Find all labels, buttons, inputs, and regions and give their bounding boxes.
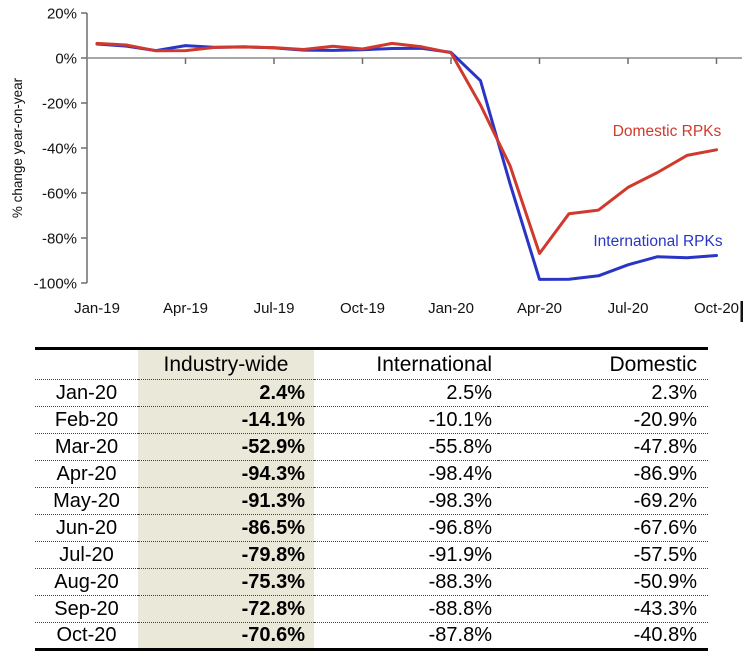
industry-wide-cell: -72.8% bbox=[138, 595, 314, 623]
domestic-cell: -67.6% bbox=[498, 514, 708, 542]
international-cell: 2.5% bbox=[314, 379, 498, 407]
industry-wide-cell: -14.1% bbox=[138, 406, 314, 434]
y-axis-tick-label: 0% bbox=[55, 51, 77, 68]
domestic-series-label: Domestic RPKs bbox=[613, 123, 722, 140]
industry-wide-cell: -75.3% bbox=[138, 568, 314, 596]
domestic-cell: -20.9% bbox=[498, 406, 708, 434]
month-cell: Jan-20 bbox=[35, 379, 138, 407]
industry-wide-cell: -79.8% bbox=[138, 541, 314, 569]
industry-wide-cell: -94.3% bbox=[138, 460, 314, 488]
table-row: May-20 -91.3% -98.3% -69.2% bbox=[35, 487, 708, 515]
y-axis-tick-label: -40% bbox=[42, 141, 77, 158]
domestic-cell: -69.2% bbox=[498, 487, 708, 515]
month-cell: Jun-20 bbox=[35, 514, 138, 542]
international-series-label: International RPKs bbox=[593, 233, 722, 250]
chart-canvas: 20% 0% -20% -40% -60% -80% -100% Jan-19 Apr-19 Ju… bbox=[10, 6, 743, 322]
y-axis-tick-label: -20% bbox=[42, 96, 77, 113]
rpk-line-chart: 20% 0% -20% -40% -60% -80% -100% Jan-19 Apr-19 Ju… bbox=[10, 6, 743, 322]
x-axis-tick-label: Jan-20 bbox=[428, 300, 474, 317]
y-axis-tick-label: -60% bbox=[42, 186, 77, 203]
international-cell: -91.9% bbox=[314, 541, 498, 569]
domestic-cell: -43.3% bbox=[498, 595, 708, 623]
industry-wide-cell: -86.5% bbox=[138, 514, 314, 542]
header-industry-wide: Industry-wide bbox=[138, 348, 314, 380]
header-international: International bbox=[314, 348, 498, 380]
industry-wide-cell: -70.6% bbox=[138, 622, 314, 650]
domestic-cell: -86.9% bbox=[498, 460, 708, 488]
y-axis-tick-label: -80% bbox=[42, 231, 77, 248]
y-axis-tick-label: -100% bbox=[34, 276, 77, 293]
x-axis-tick-label: Apr-20 bbox=[517, 300, 562, 317]
table-row: Jun-20 -86.5% -96.8% -67.6% bbox=[35, 514, 708, 542]
domestic-cell: -40.8% bbox=[633, 624, 697, 646]
international-cell: -87.8% bbox=[428, 624, 492, 646]
table-row: Apr-20 -94.3% -98.4% -86.9% bbox=[35, 460, 708, 488]
x-axis-tick-label: Apr-19 bbox=[163, 300, 208, 317]
month-cell: May-20 bbox=[35, 487, 138, 515]
domestic-line bbox=[95, 41, 718, 255]
x-axis-tick-label: Jul-20 bbox=[608, 300, 649, 317]
y-axis-title: % change year-on-year bbox=[10, 77, 25, 218]
international-cell: -10.1% bbox=[314, 406, 498, 434]
y-axis-tick-label: 20% bbox=[47, 6, 77, 23]
table-header-row: Industry-wide International Domestic bbox=[35, 348, 708, 380]
rpk-data-table-wrap: Industry-wide International Domestic Jan… bbox=[35, 347, 708, 651]
month-cell: Sep-20 bbox=[35, 595, 138, 623]
month-cell: Mar-20 bbox=[35, 433, 138, 461]
table-row: Mar-20 -52.9% -55.8% -47.8% bbox=[35, 433, 708, 461]
international-cell: -98.4% bbox=[314, 460, 498, 488]
domestic-cell: -50.9% bbox=[498, 568, 708, 596]
domestic-cell: -47.8% bbox=[498, 433, 708, 461]
header-month bbox=[35, 348, 138, 380]
table-row: Sep-20 -72.8% -88.8% -43.3% bbox=[35, 595, 708, 623]
month-cell: Aug-20 bbox=[35, 568, 138, 596]
month-cell: Apr-20 bbox=[35, 460, 138, 488]
x-axis-tick-label: Oct-20 bbox=[694, 300, 739, 317]
month-cell: Feb-20 bbox=[35, 406, 138, 434]
international-line bbox=[95, 42, 718, 281]
x-axis-tick-label: Oct-19 bbox=[340, 300, 385, 317]
month-cell: Jul-20 bbox=[35, 541, 138, 569]
domestic-cell: -57.5% bbox=[498, 541, 708, 569]
month-cell: Oct-20 bbox=[56, 624, 117, 646]
industry-wide-cell: -91.3% bbox=[138, 487, 314, 515]
domestic-cell: 2.3% bbox=[498, 379, 708, 407]
international-cell: -96.8% bbox=[314, 514, 498, 542]
international-cell: -88.3% bbox=[314, 568, 498, 596]
table-row: Aug-20 -75.3% -88.3% -50.9% bbox=[35, 568, 708, 596]
industry-wide-cell: -52.9% bbox=[138, 433, 314, 461]
header-domestic: Domestic bbox=[498, 348, 708, 380]
table-row: Feb-20 -14.1% -10.1% -20.9% bbox=[35, 406, 708, 434]
x-axis-tick-label: Jan-19 bbox=[74, 300, 120, 317]
international-cell: -88.8% bbox=[314, 595, 498, 623]
industry-wide-cell: 2.4% bbox=[138, 379, 314, 407]
table-row: Jan-20 2.4% 2.5% 2.3% bbox=[35, 379, 708, 407]
table-row: Jul-20 -79.8% -91.9% -57.5% bbox=[35, 541, 708, 569]
international-cell: -55.8% bbox=[314, 433, 498, 461]
international-cell: -98.3% bbox=[314, 487, 498, 515]
text-cursor bbox=[740, 301, 743, 322]
x-axis-tick-label: Jul-19 bbox=[254, 300, 295, 317]
rpk-data-table: Industry-wide International Domestic Jan… bbox=[35, 347, 708, 651]
table-row: Oct-20 -70.6% -87.8% -40.8% bbox=[35, 622, 708, 650]
